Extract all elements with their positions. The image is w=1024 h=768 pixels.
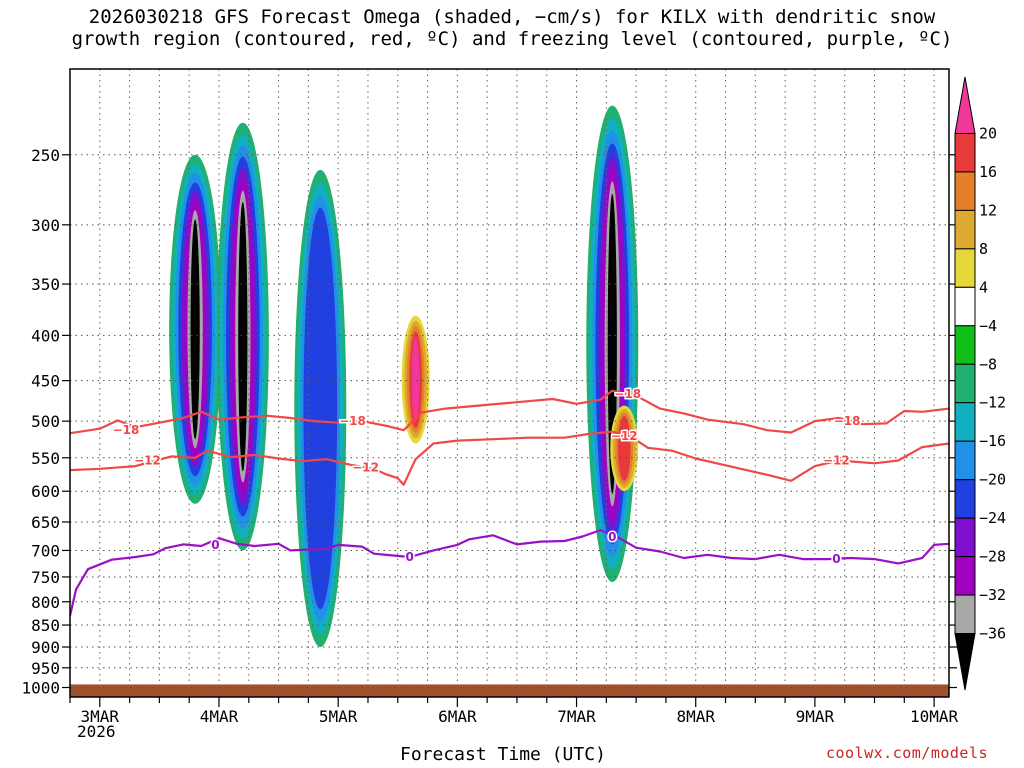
plot-frame [69, 68, 950, 698]
colorbar-swatch [954, 633, 976, 691]
page-title: 2026030218 GFS Forecast Omega (shaded, −… [0, 6, 1024, 50]
colorbar: 20 16 12 8 4 −4 −8 −12 −16 −20 −24 −28 −32 −36 [954, 76, 1006, 691]
colorbar-swatch [954, 363, 976, 404]
colorbar-swatch [954, 325, 976, 365]
omega-feature [586, 105, 639, 583]
y-tick-label: 500 [31, 412, 60, 431]
contour-line [70, 389, 949, 435]
colorbar-swatch [954, 402, 976, 442]
contour-line [70, 528, 949, 617]
y-tick-label: 600 [31, 482, 60, 501]
colorbar-swatch [954, 209, 976, 250]
title-line-1: 2026030218 GFS Forecast Omega (shaded, −… [88, 6, 936, 28]
x-axis-title: Forecast Time (UTC) [400, 744, 606, 765]
y-tick-label: 700 [31, 541, 60, 560]
omega-level [303, 207, 338, 610]
contour-label: 0 [608, 530, 616, 544]
colorbar-swatch [954, 479, 976, 519]
colorbar-swatch [954, 517, 976, 558]
contour-line [70, 430, 949, 486]
contour-labels: −18 −18 −18 −18 −12 −12 −12 −12 0 0 0 0 [111, 386, 862, 568]
contour-label: −18 [614, 387, 641, 401]
colorbar-swatch [954, 132, 976, 173]
colorbar-label: 4 [979, 278, 988, 296]
colorbar-swatch [954, 556, 976, 596]
colorbar-label: −28 [979, 548, 1006, 566]
y-tick-label: 250 [31, 146, 60, 165]
omega-feature [610, 405, 639, 492]
y-tick-label: 550 [31, 449, 60, 468]
y-tick-label: 750 [31, 568, 60, 587]
terrain-fill [70, 684, 949, 697]
omega-level [617, 415, 631, 481]
terrain [70, 684, 949, 697]
x-tick-label: 3MAR [81, 707, 120, 726]
site-credit-link[interactable]: coolwx.com/models [826, 744, 989, 762]
colorbar-swatch [954, 171, 976, 211]
x-tick-label: 10MAR [910, 707, 959, 726]
grid-lines [70, 69, 949, 697]
colorbar-label: −32 [979, 586, 1006, 604]
omega-level [238, 201, 248, 472]
colorbar-label: 20 [979, 124, 997, 142]
y-tick-label: 1000 [21, 679, 60, 698]
colorbar-label: −12 [979, 394, 1006, 412]
contour-label: −12 [134, 454, 161, 468]
omega-feature [169, 154, 222, 504]
omega-feature [401, 315, 430, 444]
colorbar-label: −16 [979, 432, 1006, 450]
y-tick-label: 450 [31, 372, 60, 391]
omega-feature [294, 169, 347, 648]
y-tick-label: 950 [31, 659, 60, 678]
contour-label: 0 [211, 538, 219, 552]
x-tick-label: 8MAR [676, 707, 715, 726]
x-tick-label: 6MAR [438, 707, 477, 726]
colorbar-label: −20 [979, 471, 1006, 489]
contour-label: 0 [406, 550, 414, 564]
omega-feature [216, 122, 269, 551]
colorbar-label: 12 [979, 201, 997, 219]
contour-label: −12 [352, 460, 379, 474]
colorbar-label: −8 [979, 355, 997, 373]
x-tick-label: 9MAR [796, 707, 835, 726]
colorbar-label: 16 [979, 163, 997, 181]
colorbar-label: −36 [979, 625, 1006, 643]
title-line-2: growth region (contoured, red, ºC) and f… [71, 28, 953, 50]
omega-level [190, 219, 200, 440]
contour-label: 0 [832, 552, 840, 566]
omega-level [411, 336, 420, 423]
x-tick-label: 7MAR [557, 707, 596, 726]
y-tick-label: 800 [31, 593, 60, 612]
colorbar-label: 8 [979, 240, 988, 258]
y-tick-label: 350 [31, 275, 60, 294]
y-tick-label: 650 [31, 513, 60, 532]
contour-label: −18 [834, 414, 861, 428]
y-tick-label: 300 [31, 216, 60, 235]
contours [70, 389, 949, 617]
contour-label: −18 [339, 414, 366, 428]
colorbar-swatch [954, 440, 976, 481]
contour-label: −12 [611, 429, 638, 443]
colorbar-label: −24 [979, 509, 1006, 527]
colorbar-swatch [954, 248, 976, 288]
contour-label: −18 [113, 423, 140, 437]
omega-shading [169, 105, 639, 648]
x-axis: 3MAR 4MAR 5MAR 6MAR 7MAR 8MAR 9MAR 10MAR [69, 697, 959, 726]
colorbar-label: −4 [979, 317, 997, 335]
y-tick-label: 850 [31, 616, 60, 635]
y-tick-label: 900 [31, 638, 60, 657]
contour-label: −12 [823, 454, 850, 468]
colorbar-swatch [954, 594, 976, 635]
x-tick-label: 4MAR [200, 707, 239, 726]
colorbar-swatch [954, 286, 976, 327]
colorbar-swatch [954, 76, 976, 134]
x-axis-year-label: 2026 [77, 722, 116, 741]
y-tick-label: 400 [31, 326, 60, 345]
x-tick-label: 5MAR [319, 707, 358, 726]
